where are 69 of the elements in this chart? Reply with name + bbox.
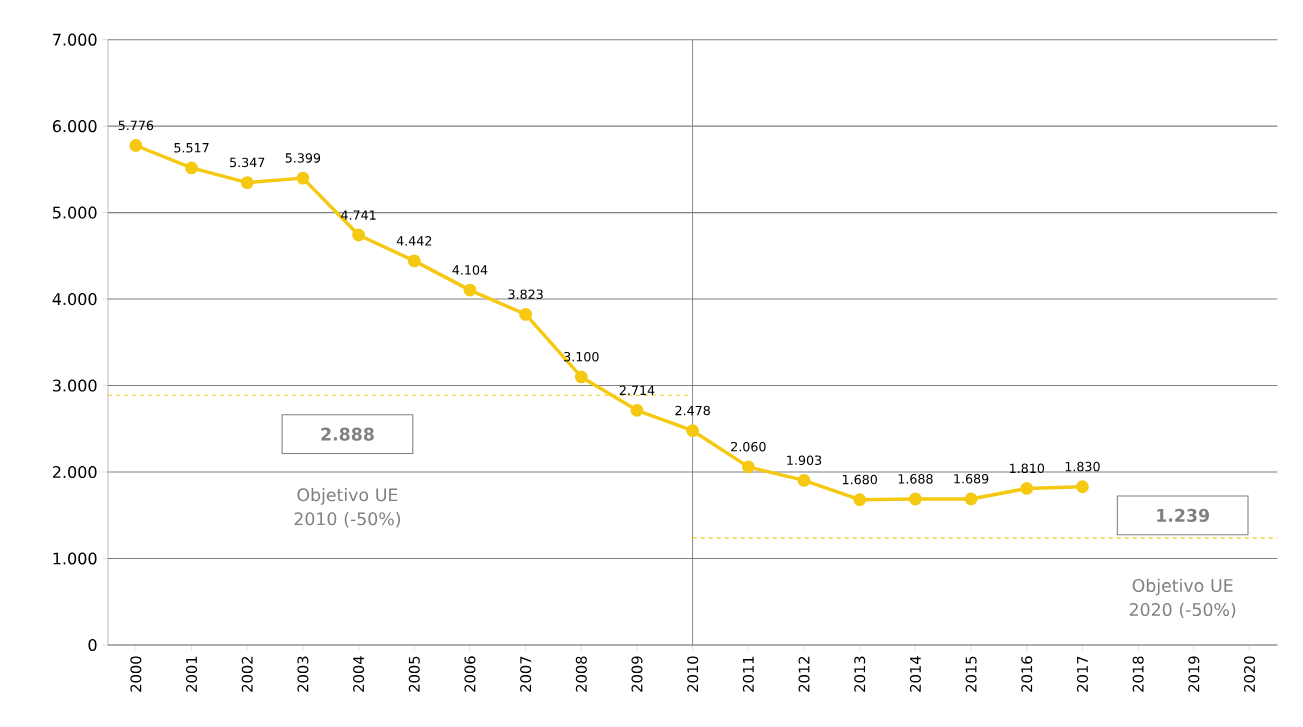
data-label: 2.478 — [675, 405, 710, 416]
data-label: 3.823 — [508, 289, 543, 300]
y-tick-label: 4.000 — [52, 293, 97, 306]
ref-line-label: 1.239 — [1157, 508, 1209, 522]
point — [519, 307, 533, 321]
x-tick-label: 2019 — [1188, 656, 1200, 692]
ref-line-label: 2.888 — [321, 427, 374, 441]
x-tick-label: 2015 — [965, 656, 977, 692]
x-tick-label: 2011 — [742, 656, 754, 692]
y-tick-label: 7.000 — [53, 33, 97, 46]
data-label: 5.347 — [230, 157, 265, 168]
annotation: Objetivo UE 2020 (-50%) — [1129, 578, 1236, 619]
data-label: 1.830 — [1065, 461, 1100, 472]
data-label: 4.104 — [452, 265, 488, 275]
x-tick-label: 2003 — [297, 656, 309, 692]
data-label: 2.714 — [619, 385, 655, 395]
data-label: 1.810 — [1010, 463, 1045, 474]
data-label: 1.689 — [954, 473, 989, 484]
point — [686, 424, 700, 438]
point — [296, 171, 310, 185]
x-tick-label: 2018 — [1132, 656, 1144, 692]
annotation: Objetivo UE 2010 (-50%) — [294, 487, 401, 528]
x-tick-label: 2012 — [798, 656, 810, 692]
point — [352, 228, 365, 242]
y-tick-label: 1.000 — [53, 552, 97, 565]
point — [964, 492, 978, 506]
point — [909, 492, 922, 506]
x-tick-label: 2013 — [854, 656, 866, 692]
point — [185, 161, 198, 175]
x-tick-label: 2016 — [1021, 656, 1033, 692]
point — [741, 460, 755, 474]
data-label: 1.680 — [842, 474, 877, 485]
x-tick-label: 2014 — [909, 656, 921, 692]
x-tick-label: 2006 — [464, 656, 476, 692]
point — [129, 139, 143, 152]
x-tick-label: 2017 — [1076, 656, 1088, 692]
data-label: 5.517 — [174, 143, 209, 153]
data-label: 1.688 — [898, 474, 933, 484]
data-label: 3.100 — [564, 351, 599, 362]
x-tick-label: 2007 — [520, 656, 532, 692]
x-tick-label: 2000 — [130, 656, 142, 692]
x-tick-label: 2020 — [1243, 656, 1256, 692]
x-tick-label: 2009 — [631, 656, 643, 692]
x-tick-label: 2005 — [408, 656, 420, 692]
point — [463, 283, 477, 297]
point — [630, 403, 644, 417]
data-label: 5.776 — [118, 120, 154, 131]
y-tick-label: 5.000 — [53, 206, 97, 219]
data-label: 4.741 — [341, 210, 376, 220]
y-tick-label: 3.000 — [53, 379, 97, 392]
x-tick-label: 2002 — [241, 656, 253, 692]
point — [797, 474, 811, 487]
point — [853, 493, 867, 507]
x-tick-label: 2001 — [186, 656, 198, 692]
data-label: 2.060 — [731, 441, 766, 452]
point — [240, 176, 254, 190]
point — [407, 254, 421, 268]
data-label: 4.442 — [396, 236, 432, 246]
y-tick-label: 2.000 — [52, 465, 97, 479]
y-tick-label: 6.000 — [52, 120, 97, 133]
y-tick-label: 0 — [88, 638, 97, 652]
point — [1020, 482, 1034, 495]
data-label: 1.903 — [787, 455, 822, 466]
data-label: 5.399 — [285, 153, 321, 163]
x-tick-label: 2004 — [353, 656, 365, 692]
x-tick-label: 2008 — [575, 656, 587, 692]
x-tick-label: 2010 — [687, 656, 699, 692]
point — [574, 370, 588, 384]
point — [1076, 480, 1089, 494]
